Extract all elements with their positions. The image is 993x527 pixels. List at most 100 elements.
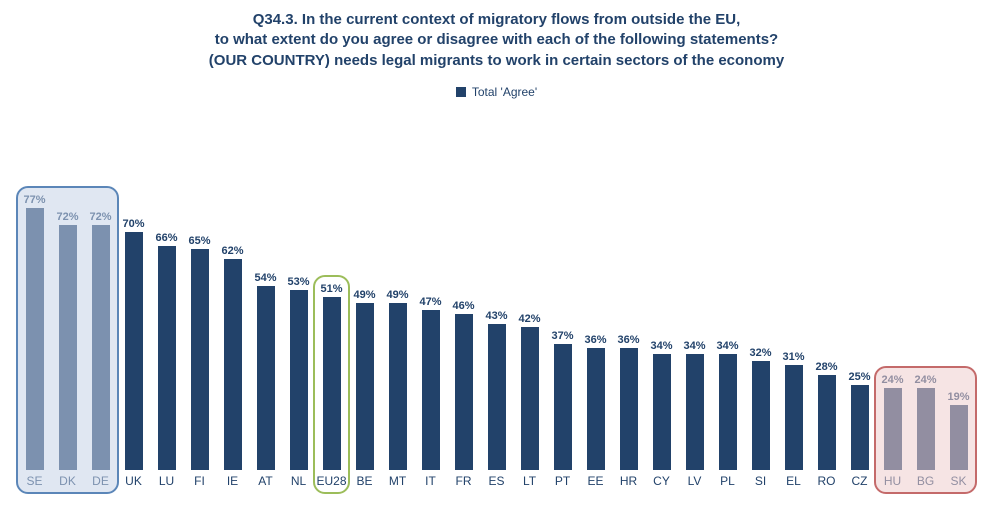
category-label: CY: [645, 474, 678, 488]
chart-container: Q34.3. In the current context of migrato…: [0, 0, 993, 527]
bar: [686, 354, 704, 470]
bar-slot: 28%: [810, 130, 843, 470]
bar-value-label: 24%: [914, 374, 936, 386]
bar-slot: 51%: [315, 130, 348, 470]
bar-slot: 32%: [744, 130, 777, 470]
category-label: NL: [282, 474, 315, 488]
bar-slot: 70%: [117, 130, 150, 470]
category-axis: SEDKDEUKLUFIIEATNLEU28BEMTITFRESLTPTEEHR…: [18, 474, 975, 488]
category-label: RO: [810, 474, 843, 488]
bar: [422, 310, 440, 470]
legend-swatch: [456, 87, 466, 97]
category-label: SK: [942, 474, 975, 488]
category-label: EE: [579, 474, 612, 488]
bar-slot: 49%: [348, 130, 381, 470]
category-label: SE: [18, 474, 51, 488]
bar: [290, 290, 308, 470]
title-line-3: (OUR COUNTRY) needs legal migrants to wo…: [0, 51, 993, 71]
category-label: HR: [612, 474, 645, 488]
category-label: EU28: [315, 474, 348, 488]
category-label: HU: [876, 474, 909, 488]
bar: [224, 259, 242, 470]
bar: [587, 348, 605, 470]
category-label: IE: [216, 474, 249, 488]
category-label: AT: [249, 474, 282, 488]
bar-slot: 24%: [876, 130, 909, 470]
chart-plot-area: 77%72%72%70%66%65%62%54%53%51%49%49%47%4…: [18, 130, 975, 517]
bar-value-label: 77%: [23, 194, 45, 206]
bar: [92, 225, 110, 470]
category-label: BG: [909, 474, 942, 488]
bar: [554, 344, 572, 470]
bar-slot: 34%: [711, 130, 744, 470]
bar-slot: 37%: [546, 130, 579, 470]
bar-value-label: 36%: [617, 334, 639, 346]
bar: [26, 208, 44, 470]
bar-slot: 62%: [216, 130, 249, 470]
category-label: PL: [711, 474, 744, 488]
title-line-1: Q34.3. In the current context of migrato…: [0, 10, 993, 30]
bar-value-label: 28%: [815, 361, 837, 373]
category-label: CZ: [843, 474, 876, 488]
bar: [950, 405, 968, 470]
category-label: UK: [117, 474, 150, 488]
category-label: LV: [678, 474, 711, 488]
bars-row: 77%72%72%70%66%65%62%54%53%51%49%49%47%4…: [18, 130, 975, 470]
bar-slot: 34%: [645, 130, 678, 470]
bar: [917, 388, 935, 470]
category-label: EL: [777, 474, 810, 488]
bar-value-label: 47%: [419, 296, 441, 308]
bar: [884, 388, 902, 470]
title-line-2: to what extent do you agree or disagree …: [0, 30, 993, 50]
bar-value-label: 32%: [749, 347, 771, 359]
bar: [521, 327, 539, 470]
bar-slot: 72%: [51, 130, 84, 470]
bar-value-label: 37%: [551, 330, 573, 342]
legend-label: Total 'Agree': [472, 85, 537, 99]
bar-slot: 47%: [414, 130, 447, 470]
category-label: DK: [51, 474, 84, 488]
bar-slot: 72%: [84, 130, 117, 470]
category-label: DE: [84, 474, 117, 488]
chart-title: Q34.3. In the current context of migrato…: [0, 0, 993, 71]
bar-value-label: 34%: [716, 340, 738, 352]
bar: [59, 225, 77, 470]
bar-slot: 36%: [579, 130, 612, 470]
category-label: FI: [183, 474, 216, 488]
bar: [191, 249, 209, 470]
bar: [752, 361, 770, 470]
legend: Total 'Agree': [0, 85, 993, 99]
bar-value-label: 72%: [56, 211, 78, 223]
category-label: LT: [513, 474, 546, 488]
category-label: IT: [414, 474, 447, 488]
bar-value-label: 34%: [650, 340, 672, 352]
bar-slot: 34%: [678, 130, 711, 470]
bar-value-label: 43%: [485, 310, 507, 322]
bar-value-label: 34%: [683, 340, 705, 352]
category-label: ES: [480, 474, 513, 488]
bar-slot: 25%: [843, 130, 876, 470]
bar-slot: 36%: [612, 130, 645, 470]
category-label: PT: [546, 474, 579, 488]
bar-value-label: 24%: [881, 374, 903, 386]
bar-value-label: 53%: [287, 276, 309, 288]
bar: [653, 354, 671, 470]
bar-value-label: 66%: [155, 232, 177, 244]
bar-value-label: 70%: [122, 218, 144, 230]
bar-slot: 31%: [777, 130, 810, 470]
bar: [125, 232, 143, 470]
bar-value-label: 42%: [518, 313, 540, 325]
bar-slot: 42%: [513, 130, 546, 470]
bar: [851, 385, 869, 470]
bar-value-label: 19%: [947, 391, 969, 403]
bar: [818, 375, 836, 470]
bar-slot: 65%: [183, 130, 216, 470]
bar-slot: 54%: [249, 130, 282, 470]
bar-value-label: 46%: [452, 300, 474, 312]
bar-value-label: 65%: [188, 235, 210, 247]
category-label: SI: [744, 474, 777, 488]
bar-slot: 66%: [150, 130, 183, 470]
bar-value-label: 62%: [221, 245, 243, 257]
bar: [356, 303, 374, 470]
bar-slot: 19%: [942, 130, 975, 470]
